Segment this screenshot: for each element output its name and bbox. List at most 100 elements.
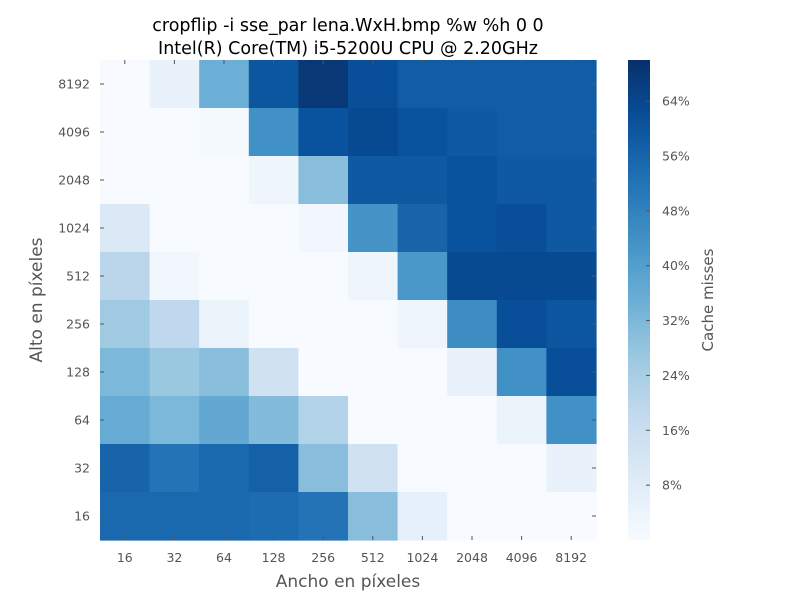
y-axis-ticks: 8192 4096 2048 1024 512 256 128 64 32 16 [58, 77, 596, 524]
heatmap-cell [298, 204, 349, 253]
heatmap-cell [149, 204, 200, 253]
heatmap-cell [348, 492, 399, 541]
heatmap-cell [100, 300, 151, 349]
heatmap-cell [248, 348, 299, 397]
heatmap-cell [348, 348, 399, 397]
heatmap-cell [496, 108, 547, 157]
heatmap-cell [447, 252, 498, 301]
heatmap-cell [149, 396, 200, 445]
heatmap-cell [149, 300, 200, 349]
heatmap-cell [546, 156, 597, 205]
heatmap-cell [546, 204, 597, 253]
heatmap-cell [546, 60, 597, 109]
heatmap-cell [447, 300, 498, 349]
colorbar-tick-label: 56% [662, 149, 690, 164]
x-tick-label: 256 [311, 550, 335, 565]
heatmap-cell [248, 156, 299, 205]
heatmap-cell [298, 396, 349, 445]
heatmap-cell [298, 60, 349, 109]
heatmap-cell [397, 300, 448, 349]
colorbar-ticks: 8% 16% 24% 32% 40% 48% 56% 64% [646, 94, 690, 493]
heatmap-cell [149, 252, 200, 301]
colorbar-tick-label: 24% [662, 368, 690, 383]
heatmap-cell [447, 204, 498, 253]
heatmap-cell [397, 444, 448, 493]
heatmap-cell [100, 108, 151, 157]
heatmap-cell [496, 300, 547, 349]
y-tick-label: 64 [74, 413, 90, 428]
x-tick-label: 1024 [406, 550, 438, 565]
heatmap-cell [149, 156, 200, 205]
heatmap-cell [199, 348, 250, 397]
heatmap-cell [447, 60, 498, 109]
heatmap-cell [348, 156, 399, 205]
y-tick-label: 128 [66, 365, 90, 380]
y-tick-label: 8192 [58, 77, 90, 92]
y-tick-label: 1024 [58, 221, 90, 236]
heatmap-cell [199, 492, 250, 541]
heatmap-cell [447, 108, 498, 157]
heatmap-cell [496, 492, 547, 541]
heatmap-cell [348, 204, 399, 253]
heatmap-cell [546, 108, 597, 157]
heatmap-cell [199, 252, 250, 301]
heatmap-cell [397, 492, 448, 541]
heatmap-cell [199, 108, 250, 157]
heatmap-cell [447, 156, 498, 205]
heatmap-cell [496, 60, 547, 109]
y-axis-label: Alto en píxeles [27, 237, 47, 362]
heatmap-cell [397, 348, 448, 397]
heatmap-cell [397, 156, 448, 205]
heatmap-cell [397, 108, 448, 157]
chart-title: cropflip -i sse_par lena.WxH.bmp %w %h 0… [152, 16, 543, 36]
heatmap-cell [496, 252, 547, 301]
y-tick-label: 32 [74, 461, 90, 476]
heatmap-cell [248, 204, 299, 253]
heatmap-cell [298, 156, 349, 205]
heatmap-cell [546, 492, 597, 541]
x-tick-label: 128 [262, 550, 286, 565]
heatmap-cell [149, 108, 200, 157]
heatmap-cell [496, 156, 547, 205]
heatmap-cell [100, 396, 151, 445]
x-tick-label: 4096 [506, 550, 538, 565]
heatmap-cell [199, 156, 250, 205]
heatmap-cell [100, 252, 151, 301]
colorbar-tick-label: 16% [662, 423, 690, 438]
heatmap-cell [397, 204, 448, 253]
heatmap-cell [397, 60, 448, 109]
heatmap-cell [447, 396, 498, 445]
heatmap-cell [348, 300, 399, 349]
heatmap-cell [546, 396, 597, 445]
heatmap-cell [496, 204, 547, 253]
heatmap-cell [447, 348, 498, 397]
heatmap-cell [100, 348, 151, 397]
x-tick-label: 16 [117, 550, 133, 565]
heatmap-cell [248, 60, 299, 109]
heatmap-cell [199, 444, 250, 493]
heatmap-cell [149, 60, 200, 109]
heatmap-cell [397, 396, 448, 445]
heatmap-cell [248, 252, 299, 301]
heatmap-cell [298, 492, 349, 541]
colorbar-tick-label: 48% [662, 203, 690, 218]
y-tick-label: 512 [66, 269, 90, 284]
x-tick-label: 32 [166, 550, 182, 565]
heatmap-cell [199, 300, 250, 349]
heatmap-cell [298, 300, 349, 349]
heatmap-cell [248, 300, 299, 349]
x-tick-label: 64 [216, 550, 232, 565]
y-tick-label: 4096 [58, 125, 90, 140]
heatmap-cell [298, 252, 349, 301]
heatmap-cell [298, 108, 349, 157]
heatmap-cell [496, 396, 547, 445]
heatmap-cell [100, 60, 151, 109]
heatmap-cell [149, 348, 200, 397]
heatmap-cell [546, 444, 597, 493]
x-axis-ticks: 16 32 64 128 256 512 1024 2048 4096 8192 [117, 60, 587, 565]
heatmap-cell [397, 252, 448, 301]
x-tick-label: 512 [361, 550, 385, 565]
heatmap-cell [348, 396, 399, 445]
heatmap-cell [199, 204, 250, 253]
